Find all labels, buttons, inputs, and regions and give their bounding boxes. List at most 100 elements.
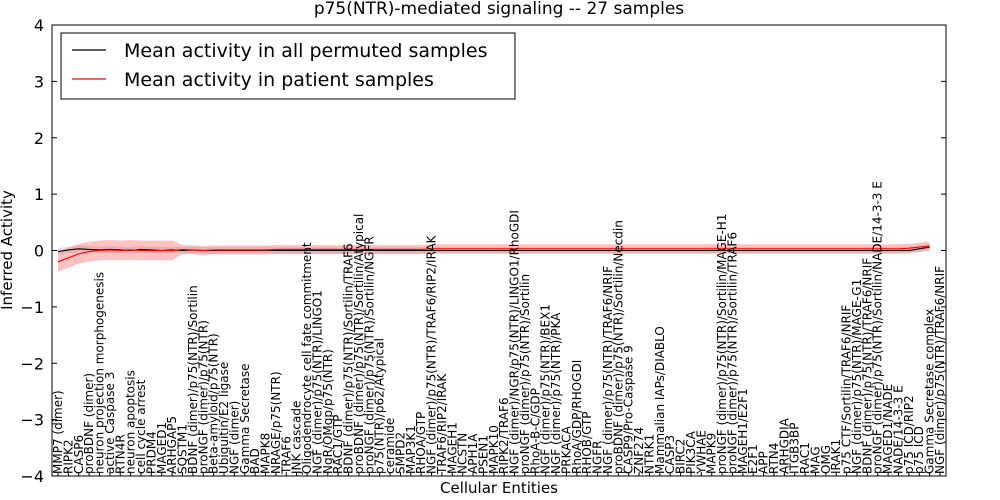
x-tick-label: SMPD2 (393, 432, 407, 474)
x-tick-label: cell cycle arrest (134, 379, 148, 474)
x-tick-label: Oligodendrocyte cell fate commitment (300, 242, 314, 474)
x-tick-label: proNGF (dimer)/p75(NTR)/Sortilin/NADE/14… (871, 181, 885, 474)
x-tick-label: RTN4 (767, 443, 781, 474)
x-tick-label: RTN4R (113, 434, 127, 474)
x-tick-label: NGF (dimer)/p75(NTR)/TRAF6/NRIF (933, 266, 947, 474)
y-tick-label: 2 (34, 129, 44, 148)
x-tick-label: NGF (dimer)/NGR/p75(NTR)/LINGO1/RhoGDI (508, 210, 522, 474)
x-axis-label: Cellular Entities (440, 479, 558, 497)
x-tick-label: p75 ICD (912, 426, 926, 474)
x-tick-label: neuron projection morphogenesis (93, 272, 107, 474)
x-tick-label: proNGF (dimer)/p75(NTR)/Sortilin/TRAF6 (726, 232, 740, 474)
x-tick-label: MAPK8 (259, 433, 273, 474)
x-tick-label: ITGB3BP (788, 422, 802, 474)
x-tick-label: proBDNF (dimer) (82, 373, 96, 474)
x-tick-label: ARHGAP5 (165, 416, 179, 474)
x-tick-label: OMG (819, 445, 833, 474)
series-lines (57, 245, 930, 263)
y-tick-label: −3 (20, 411, 44, 430)
x-tick-label: IRAK1 (829, 439, 843, 474)
x-tick-label: proNGF (dimer)/p75(NTR) (196, 320, 210, 474)
x-tick-label: RHOA/GTP (414, 412, 428, 474)
x-tick-label: SQSTM1 (176, 424, 190, 474)
x-tick-label: NgR/OMgp/p75(NTR) (321, 349, 335, 474)
x-tick-label: BDNF (dimer)/p75(NTR)/Sortilin (186, 285, 200, 474)
x-tick-label: NGF (dimer)/p75(NTR)/LINGO1 (310, 290, 324, 474)
x-tick-label: p75(NTR)/p62/Atypical (373, 338, 387, 474)
x-tick-label: PIK3CA (684, 430, 698, 474)
x-tick-label: YWHAE (694, 430, 708, 475)
y-axis: −4 −3 −2 −1 0 1 2 3 4 (20, 16, 946, 486)
x-tick-label: BIRC2 (674, 438, 688, 474)
x-tick-label: proBDNF (dimer)/p75(NTR)/Sortilin/Atypic… (352, 214, 366, 474)
x-tick-label: MAPK10 (487, 425, 501, 474)
chart-title: p75(NTR)-mediated signaling -- 27 sample… (314, 0, 684, 19)
x-tick-label: Beta-amyloid/p75(NTR) (207, 333, 221, 474)
x-tick-label: MAGED1/NADE (881, 384, 895, 474)
legend: Mean activity in all permuted samples Me… (60, 32, 516, 100)
x-tick-label: Mammalian IAPs/DIABLO (653, 326, 667, 474)
x-tick-label: ARHGDIA (777, 417, 791, 474)
x-tick-label: NGF (dimer)/p75(NTR)/PKA (549, 312, 563, 474)
x-tick-label: NGF (dimer)/p75(NTR)/MAGE-G1 (850, 279, 864, 474)
x-tick-label: JNK cascade (290, 401, 304, 475)
x-tick-label: BDNF (dimer)/p75(NTR)/Sortilin/TRAF6 (342, 243, 356, 474)
x-tick-label: MAGEH1/E2F1 (736, 388, 750, 474)
x-tick-label: p75 ICD/RIP2 (902, 395, 916, 474)
legend-label-permuted: Mean activity in all permuted samples (124, 40, 487, 62)
x-tick-label: MAPK9 (705, 433, 719, 474)
x-tick-label: NRAGE/p75(NTR) (269, 371, 283, 474)
x-tick-label: RIPK2 (61, 439, 75, 474)
x-tick-label: MAG (809, 446, 823, 474)
x-tick-label: PRDM4 (144, 431, 158, 474)
x-tick-label: RAC1 (798, 442, 812, 474)
x-tick-label: CASP3 (663, 435, 677, 474)
confidence-band-1 (58, 240, 930, 272)
x-tick-label: CASP9/Pro-Caspase 9 (622, 345, 636, 474)
x-tick-label: TRAF6/RIP2/IRAK (435, 373, 449, 475)
x-tick-label: proBDNF (dimer)/p75(NTR)/Sortilin/Necdin (611, 220, 625, 474)
x-tick-label: proNGF (dimer)/p75(NTR)/Sortilin/MAGE-H1 (715, 214, 729, 474)
x-tick-label: proNGF (dimer)/p75(NTR)/Sortilin (518, 274, 532, 474)
x-tick-label: Ubiquitin/E2 ligase (217, 362, 231, 474)
x-tick-label: MAGED1 (155, 422, 169, 474)
legend-box (60, 32, 516, 100)
x-tick-label: RhoA-B-C/GDP (528, 388, 542, 474)
x-tick-label: active Caspase 3 (103, 372, 117, 474)
x-tick-label: NGF (dimer)/p75(NTR)/BEX1 (539, 304, 553, 474)
x-tick-label: MAP3K1 (404, 425, 418, 474)
x-tick-label: NTRK1 (643, 434, 657, 474)
series-line-1 (57, 245, 930, 263)
x-tick-label: E2F1 (746, 444, 760, 474)
x-tick-label: ceramide (383, 418, 397, 474)
x-tick-label: MMP7 (dimer) (51, 390, 65, 474)
x-tick-label: Gamma Secretase complex (923, 309, 937, 474)
x-tick-label: CASP6 (72, 435, 86, 474)
x-tick-label: Gamma Secretase (238, 363, 252, 474)
x-tick-label: RHOB/GTP (580, 411, 594, 474)
x-tick-label: BDNF (dimer)/p75(NTR)/TRAF6/NRIF (860, 258, 874, 474)
y-tick-label: −4 (20, 467, 44, 486)
y-tick-label: 4 (34, 16, 44, 35)
legend-label-patient: Mean activity in patient samples (124, 69, 434, 91)
y-tick-label: −1 (20, 298, 44, 317)
x-tick-label: MAGEH1 (445, 422, 459, 474)
x-tick-label: NGFR (591, 440, 605, 474)
x-tick-label: ZNF274 (632, 427, 646, 474)
y-tick-label: 0 (34, 242, 44, 261)
x-tick-label: BAD (248, 448, 262, 474)
x-tick-label: p75 CTF/Sortilin/TRAF6/NRIF (840, 305, 854, 474)
x-tick-label: NGF (dimer) (227, 401, 241, 474)
x-tick-label: PRKACA (559, 425, 573, 474)
x-tick-label: neuron apoptosis (124, 370, 138, 474)
y-axis-label: Inferred Activity (0, 190, 16, 310)
x-tick-label: APP (757, 451, 771, 474)
x-tick-label: RIPK2/TRAF6 (497, 397, 511, 474)
y-tick-label: 1 (34, 185, 44, 204)
x-tick-label: NADE/14-3-3 E (892, 385, 906, 474)
x-tick-label: APH1A (466, 433, 480, 474)
x-tick-label: proNGF (dimer)/p75(NTR)/Sortilin/NGFR (362, 236, 376, 474)
x-tick-label: NCSTN (456, 433, 470, 474)
confidence-bands (58, 240, 930, 272)
